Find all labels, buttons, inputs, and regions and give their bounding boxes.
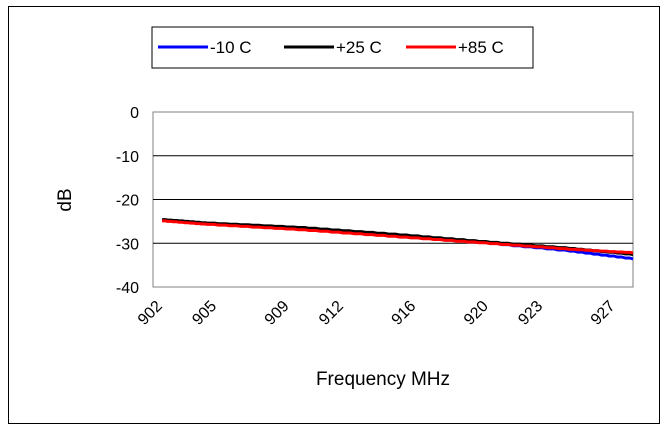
legend: -10 C +25 C +85 C xyxy=(151,26,534,69)
x-tick-label: 902 xyxy=(135,298,166,329)
legend-label: +85 C xyxy=(458,38,504,57)
x-tick-label: 909 xyxy=(262,298,293,329)
legend-label: -10 C xyxy=(210,38,252,57)
y-tick-label: -20 xyxy=(116,193,139,210)
y-tick-label: -40 xyxy=(116,280,139,297)
x-tick-label: 912 xyxy=(316,298,347,329)
x-tick-label: 923 xyxy=(515,298,546,329)
y-tick-label: -30 xyxy=(116,236,139,253)
x-tick-label: 927 xyxy=(588,298,619,329)
y-tick-labels: 0 -10 -20 -30 -40 xyxy=(116,105,139,297)
y-axis-label: dB xyxy=(55,188,76,211)
x-tick-label: 905 xyxy=(189,298,220,329)
y-tick-label: -10 xyxy=(116,149,139,166)
legend-box xyxy=(151,26,534,69)
series-group xyxy=(162,218,634,261)
x-tick-label: 916 xyxy=(389,298,420,329)
y-tick-label: 0 xyxy=(130,105,139,122)
gridlines xyxy=(153,155,633,244)
x-tick-labels: 902 905 909 912 916 920 923 927 xyxy=(135,298,619,329)
x-axis-label: Frequency MHz xyxy=(316,369,450,390)
series-line xyxy=(162,219,634,255)
legend-label: +25 C xyxy=(336,38,382,57)
x-tick-label: 920 xyxy=(461,298,492,329)
